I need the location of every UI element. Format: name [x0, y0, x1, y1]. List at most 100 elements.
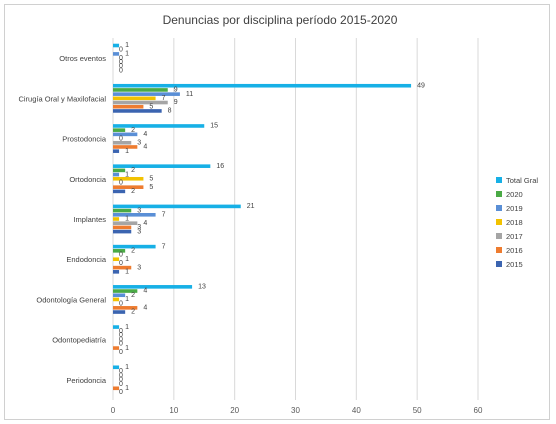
data-label: 0: [119, 260, 123, 267]
chart-frame: [4, 4, 550, 420]
data-label: 5: [149, 175, 153, 182]
data-label: 3: [137, 139, 141, 146]
data-label: 0: [119, 368, 123, 375]
x-tick-label: 20: [230, 406, 239, 415]
bar: [113, 172, 120, 177]
data-label: 3: [137, 207, 141, 214]
data-label: 1: [125, 269, 129, 276]
bar: [113, 189, 126, 194]
x-tick-label: 50: [413, 406, 422, 415]
data-label: 0: [119, 67, 123, 74]
category-label: Periodoncia: [66, 376, 106, 385]
data-label: 7: [162, 95, 166, 102]
data-label: 0: [119, 328, 123, 335]
legend-label: 2018: [506, 218, 523, 227]
data-label: 4: [143, 305, 147, 312]
data-label: 2: [131, 248, 135, 255]
data-label: 1: [125, 364, 129, 371]
bar: [113, 52, 120, 56]
legend-label: Total Gral: [506, 176, 538, 185]
category-label: Endodoncia: [66, 255, 106, 264]
data-label: 1: [125, 296, 129, 303]
bar: [113, 168, 126, 173]
bar: [113, 204, 241, 209]
bar: [113, 365, 120, 370]
legend-swatch: [496, 191, 502, 197]
data-label: 49: [417, 82, 425, 89]
bar: [113, 92, 180, 96]
data-label: 1: [125, 171, 129, 178]
category-label: Prostodoncia: [62, 135, 107, 144]
data-label: 0: [119, 252, 123, 259]
data-label: 9: [174, 99, 178, 106]
x-tick-label: 60: [474, 406, 483, 415]
bar: [113, 229, 132, 234]
bar: [113, 124, 205, 128]
legend-label: 2020: [506, 190, 523, 199]
bar: [113, 225, 132, 230]
bar: [113, 213, 156, 217]
legend-swatch: [496, 261, 502, 267]
legend-swatch: [496, 233, 502, 239]
bar: [113, 257, 120, 262]
category-label: Implantes: [73, 215, 106, 224]
bar: [113, 285, 193, 289]
data-label: 7: [162, 243, 166, 250]
chart-title: Denuncias por disciplina período 2015-20…: [163, 13, 398, 27]
data-label: 0: [119, 135, 123, 142]
data-label: 8: [168, 108, 172, 115]
legend-swatch: [496, 177, 502, 183]
data-label: 7: [162, 212, 166, 219]
data-label: 0: [119, 55, 123, 62]
data-label: 2: [131, 309, 135, 316]
data-label: 3: [137, 224, 141, 231]
legend-label: 2016: [506, 246, 523, 255]
category-label: Otros eventos: [59, 54, 106, 63]
legend-label: 2019: [506, 204, 523, 213]
category-label: Cirugía Oral y Maxilofacial: [18, 94, 106, 103]
data-label: 3: [137, 228, 141, 235]
bar: [113, 100, 168, 105]
bar: [113, 145, 138, 149]
data-label: 0: [119, 332, 123, 339]
bar: [113, 265, 132, 270]
x-tick-label: 40: [352, 406, 361, 415]
bar: [113, 297, 120, 302]
data-label: 11: [186, 91, 193, 98]
data-label: 1: [125, 148, 129, 155]
bar: [113, 185, 144, 189]
bar: [113, 164, 211, 168]
bar: [113, 325, 120, 329]
data-label: 15: [210, 123, 218, 130]
bar: [113, 289, 138, 293]
data-label: 4: [143, 144, 147, 151]
bar: [113, 244, 156, 249]
data-label: 1: [125, 216, 129, 223]
data-label: 2: [131, 188, 135, 195]
data-label: 4: [143, 288, 147, 295]
data-label: 0: [119, 349, 123, 356]
legend-swatch: [496, 247, 502, 253]
data-label: 1: [125, 42, 129, 49]
bar: [113, 208, 132, 213]
category-label: Odontología General: [36, 295, 106, 304]
bar: [113, 310, 126, 314]
data-label: 2: [131, 167, 135, 174]
data-label: 0: [119, 372, 123, 379]
data-label: 21: [247, 203, 255, 210]
bar: [113, 140, 132, 145]
data-label: 1: [125, 51, 129, 58]
data-label: 0: [119, 180, 123, 187]
data-label: 1: [125, 256, 129, 263]
data-label: 4: [143, 131, 147, 138]
bar: [113, 43, 120, 48]
data-labels: 1010000499117958152403411621505221371433…: [119, 42, 425, 396]
data-label: 0: [119, 377, 123, 384]
data-label: 4: [143, 220, 147, 227]
bar: [113, 132, 138, 137]
bars: [113, 43, 412, 391]
data-label: 0: [119, 381, 123, 388]
data-label: 2: [131, 292, 135, 299]
x-tick-label: 0: [111, 406, 116, 415]
bar: [113, 293, 126, 298]
